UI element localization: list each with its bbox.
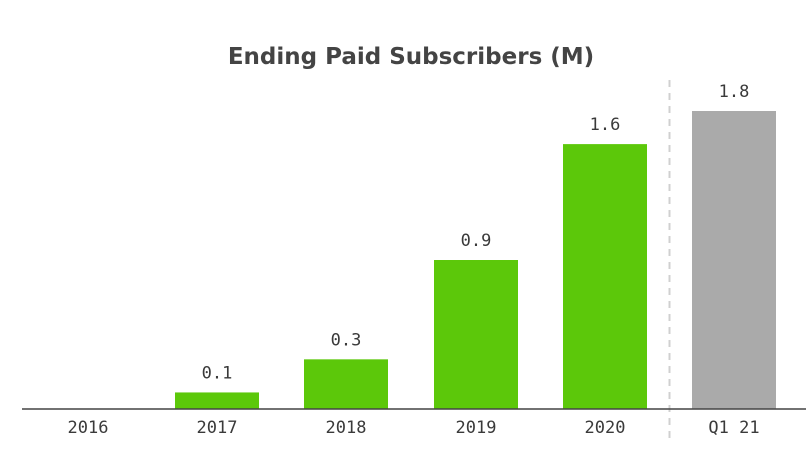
x-tick-q1-21: Q1 21 bbox=[708, 418, 759, 438]
data-label-2019: 0.9 bbox=[461, 231, 492, 251]
x-axis-ticks: 2016 2017 2018 2019 2020 Q1 21 bbox=[68, 418, 760, 438]
bar-2017 bbox=[175, 392, 259, 409]
bar-2018 bbox=[304, 359, 388, 409]
bar-2019 bbox=[434, 260, 518, 409]
data-label-2017: 0.1 bbox=[202, 363, 233, 383]
bar-q1-21 bbox=[692, 111, 776, 409]
chart-title: Ending Paid Subscribers (M) bbox=[228, 44, 594, 70]
data-label-2018: 0.3 bbox=[331, 330, 362, 350]
x-tick-2016: 2016 bbox=[68, 418, 109, 438]
x-tick-2017: 2017 bbox=[197, 418, 238, 438]
x-tick-2020: 2020 bbox=[585, 418, 626, 438]
x-tick-2019: 2019 bbox=[456, 418, 497, 438]
chart-marks: 0.1 0.3 0.9 1.6 1.8 bbox=[175, 80, 776, 440]
data-label-2020: 1.6 bbox=[590, 115, 621, 135]
data-label-q1-21: 1.8 bbox=[719, 82, 750, 102]
x-tick-2018: 2018 bbox=[326, 418, 367, 438]
bar-2020 bbox=[563, 144, 647, 409]
